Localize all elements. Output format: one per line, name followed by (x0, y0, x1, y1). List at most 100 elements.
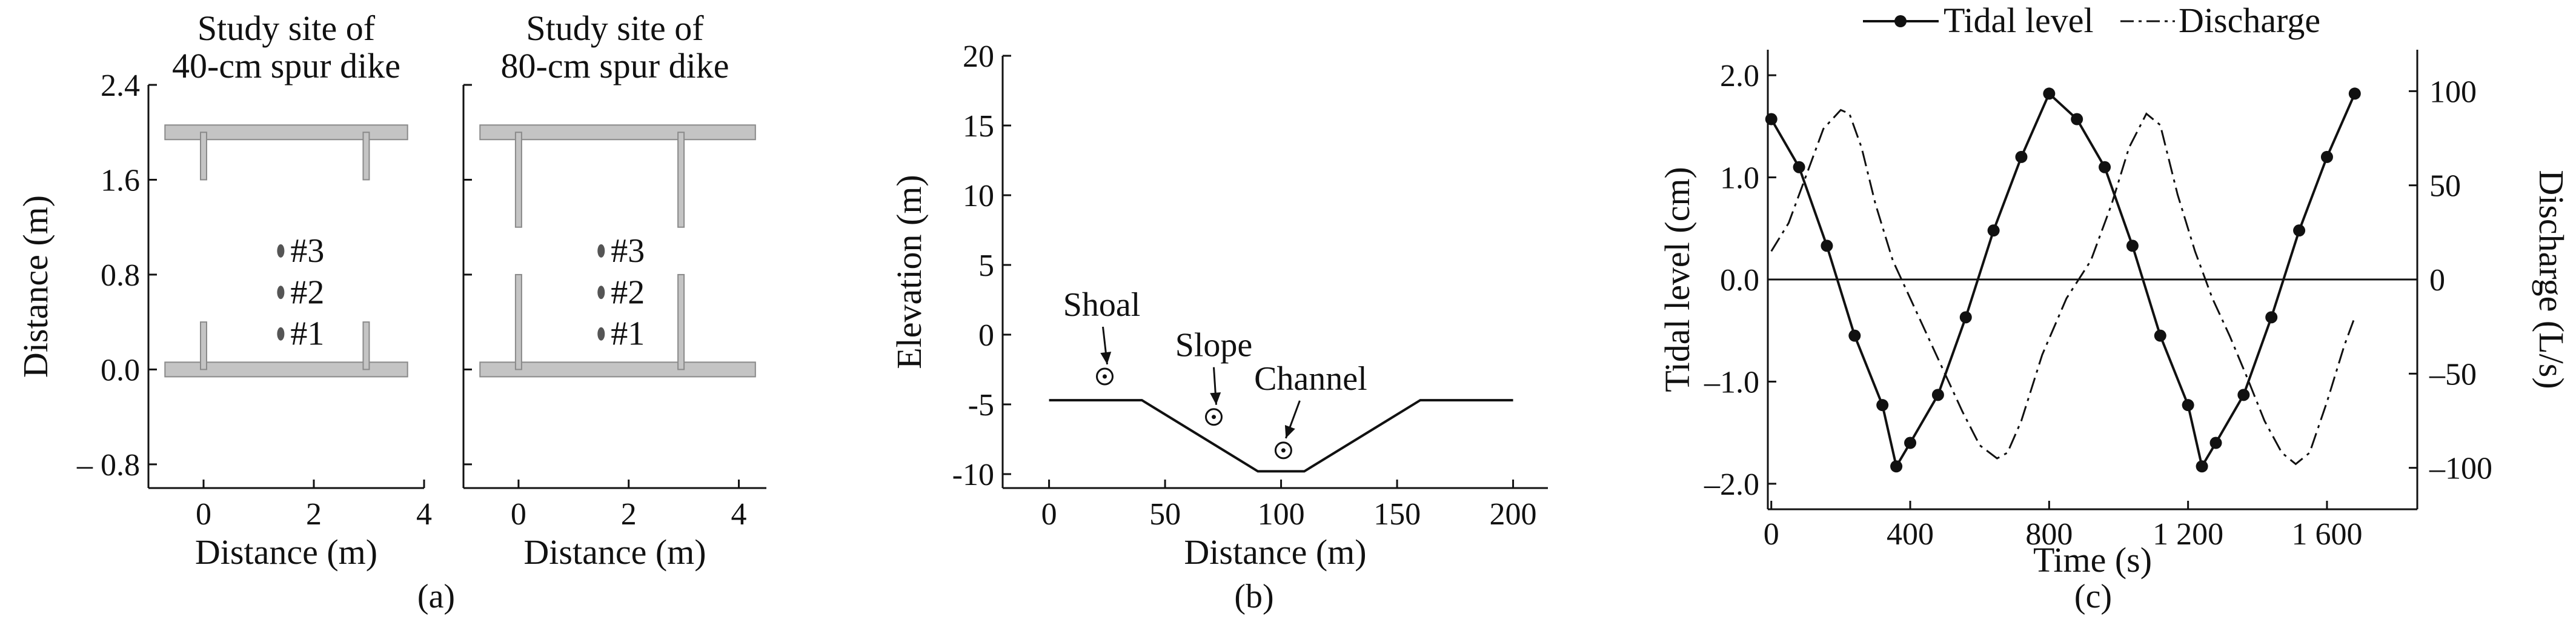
y-axis-label: Distance (m) (16, 195, 55, 378)
y-tick-label: 1.6 (101, 163, 140, 198)
x-tick-label: 800 (2025, 517, 2073, 552)
gauge-point (277, 286, 285, 299)
legend-tidal-level-marker (1894, 15, 1907, 27)
station-arrowhead (1210, 392, 1221, 405)
channel-wall (479, 361, 756, 378)
tidal-level-marker (2237, 389, 2250, 401)
tidal-level-marker (2209, 437, 2222, 449)
gauge-point (597, 286, 605, 299)
gauge-label: #2 (611, 273, 645, 311)
spur-dike (514, 273, 522, 370)
gauge-label: #1 (290, 315, 324, 353)
tidal-level-marker (2015, 150, 2028, 163)
y-tick-label: 20 (963, 39, 994, 74)
y-left-axis-label: Tidal level (cm) (1658, 167, 1697, 392)
y-tick-label: 0.0 (101, 353, 140, 387)
tidal-level-marker (2196, 460, 2208, 473)
channel-profile-line (1049, 399, 1513, 473)
panel-label: (c) (2074, 578, 2112, 615)
y-right-tick-label: 50 (2429, 169, 2461, 204)
spur-dike (362, 321, 370, 370)
tidal-level-marker (2043, 87, 2056, 100)
station-marker-dot (1281, 448, 1286, 453)
gauge-point (277, 327, 285, 341)
tidal-level-line (1770, 92, 2356, 470)
y-right-tick-label: –50 (2429, 357, 2477, 392)
station-arrowhead (1100, 352, 1112, 364)
subplot-title-line: 80-cm spur dike (501, 46, 729, 85)
tidal-level-marker (2320, 150, 2333, 163)
x-tick-label: 2 (306, 497, 322, 532)
x-tick-label: 1 200 (2153, 517, 2223, 552)
y-left-tick-label: –1.0 (1704, 365, 1759, 400)
tidal-level-marker (1904, 437, 1917, 449)
station-marker-dot (1212, 415, 1217, 420)
y-right-tick-label: –100 (2429, 452, 2492, 486)
tidal-level-marker (2293, 224, 2306, 237)
tidal-level-marker (2126, 239, 2139, 252)
subplot-title-line: Study site of (198, 8, 376, 48)
x-tick-label: 0 (196, 497, 211, 532)
x-tick-label: 1 600 (2291, 517, 2362, 552)
tidal-level-marker (2348, 87, 2361, 100)
spur-dike (677, 132, 685, 228)
tidal-level-marker (1821, 239, 1833, 252)
tidal-level-marker (2099, 161, 2111, 173)
tidal-level-marker (1765, 113, 1778, 125)
panel-c-tidal-level-discharge: 0 400 800 1 200 1 600 –2.0 –1.0 0.0 1.0 2.0 –100 –5… (1658, 1, 2571, 615)
subplot-title-line: Study site of (526, 8, 704, 48)
gauge-label: #2 (290, 273, 324, 311)
tidal-level-marker (2071, 113, 2083, 125)
station-arrowhead (1284, 425, 1295, 438)
tidal-level-marker (1848, 329, 1861, 342)
y-right-tick-label: 0 (2429, 263, 2445, 298)
y-axis-label: Elevation (m) (889, 175, 929, 369)
panel-label: (b) (1234, 578, 1273, 615)
tidal-level-marker (1987, 224, 2000, 237)
y-right-axis-label: Discharge (L/s) (2532, 170, 2571, 389)
subplot-title-line: 40-cm spur dike (172, 46, 400, 85)
gauge-label: #3 (290, 232, 324, 270)
x-tick-label: 150 (1373, 497, 1421, 532)
gauge-point (277, 244, 285, 258)
y-tick-label: 15 (963, 109, 994, 144)
spur-dike (362, 132, 370, 181)
y-tick-label: 10 (963, 179, 994, 213)
x-axis-label: Distance (m) (1184, 532, 1366, 572)
panel-b-cross-section: 0 50 100 150 200 -10 -5 0 5 10 15 20 Distance (m) Ele… (889, 39, 1548, 615)
spur-dike (200, 132, 207, 181)
y-tick-label: 5 (978, 249, 994, 283)
x-axis-label: Distance (m) (523, 532, 706, 572)
x-tick-label: 0 (1041, 497, 1057, 532)
tidal-level-marker (1793, 161, 1805, 173)
y-tick-label: 2.4 (101, 69, 140, 103)
tidal-level-marker (2265, 311, 2278, 324)
x-tick-label: 0 (511, 497, 526, 532)
y-tick-label: – 0.8 (76, 448, 140, 483)
y-tick-label: 0.8 (101, 258, 140, 293)
x-tick-label: 2 (621, 497, 637, 532)
y-left-tick-label: –2.0 (1704, 467, 1759, 502)
channel-wall (479, 124, 756, 141)
x-tick-label: 0 (1764, 517, 1779, 552)
y-tick-label: -10 (952, 458, 994, 492)
station-label: Slope (1175, 327, 1253, 364)
station-label: Channel (1254, 360, 1367, 398)
tidal-level-marker (1890, 460, 1903, 473)
tidal-level-marker (1876, 399, 1889, 412)
x-axis-label: Time (s) (2033, 540, 2152, 580)
x-tick-label: 100 (1258, 497, 1305, 532)
discharge-line (1770, 109, 2356, 466)
spur-dike (514, 132, 522, 228)
gauge-label: #3 (611, 232, 645, 270)
y-tick-label: -5 (968, 388, 994, 423)
tidal-level-marker (1959, 311, 1972, 324)
station-marker-dot (1103, 374, 1107, 379)
panel-label: (a) (417, 578, 455, 615)
gauge-point (597, 327, 605, 341)
y-tick-label: 0 (978, 318, 994, 353)
x-tick-label: 4 (416, 497, 432, 532)
tidal-level-marker (2154, 329, 2166, 342)
